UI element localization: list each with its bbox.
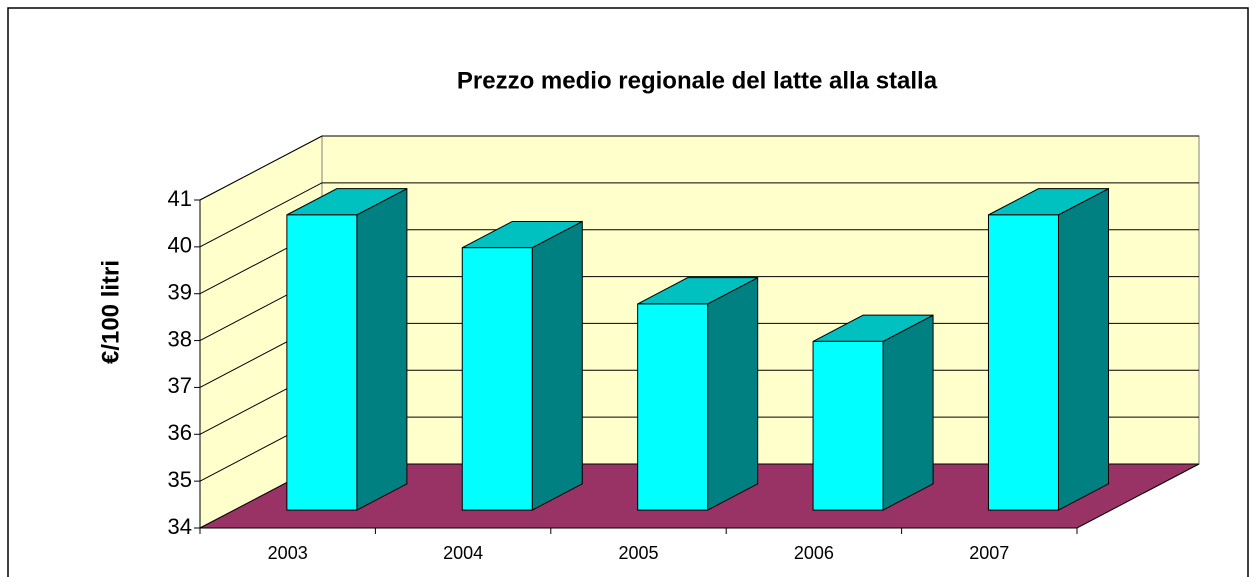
bar-side bbox=[356, 187, 408, 511]
y-tick-label: 39 bbox=[168, 280, 192, 305]
y-tick-label: 34 bbox=[168, 514, 192, 539]
y-tick-label: 36 bbox=[168, 420, 192, 445]
bar-side bbox=[707, 276, 759, 511]
bar bbox=[637, 303, 709, 511]
y-axis-title: €/100 litri bbox=[97, 260, 124, 364]
bar-side bbox=[531, 220, 583, 511]
bar bbox=[812, 340, 884, 511]
x-tick-label: 2006 bbox=[794, 543, 834, 563]
bar bbox=[286, 214, 358, 511]
grid-line bbox=[199, 135, 1199, 201]
bar-side bbox=[1057, 187, 1109, 511]
x-tick-label: 2003 bbox=[268, 543, 308, 563]
x-tick-label: 2007 bbox=[969, 543, 1009, 563]
bar bbox=[987, 214, 1059, 511]
chart-title: Prezzo medio regionale del latte alla st… bbox=[457, 67, 938, 94]
y-tick-label: 40 bbox=[168, 233, 192, 258]
x-tick-label: 2004 bbox=[443, 543, 483, 563]
y-tick-label: 37 bbox=[168, 373, 192, 398]
y-tick-label: 35 bbox=[168, 467, 192, 492]
bar-side bbox=[882, 314, 934, 511]
y-tick-label: 38 bbox=[168, 326, 192, 351]
bar bbox=[461, 247, 533, 511]
x-tick-label: 2005 bbox=[618, 543, 658, 563]
y-tick-label: 41 bbox=[168, 186, 192, 211]
grid-line bbox=[199, 182, 1199, 248]
